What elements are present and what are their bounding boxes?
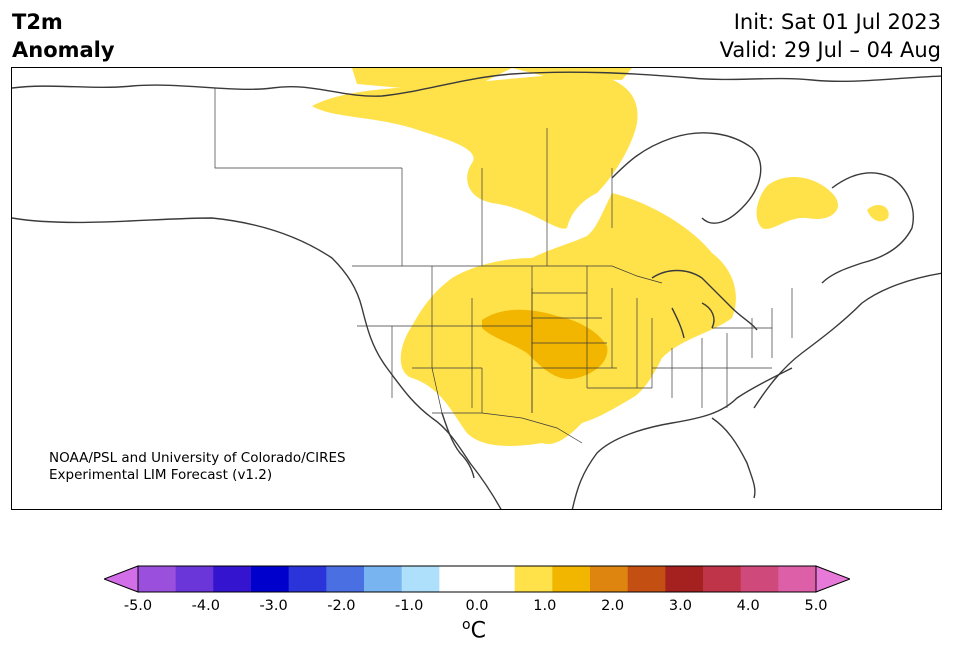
- credit-line2: Experimental LIM Forecast (v1.2): [49, 467, 273, 483]
- coastline-baja: [441, 412, 475, 479]
- anomaly-region-north: [352, 68, 512, 88]
- units-degree: o: [462, 617, 471, 633]
- coastline-great-lakes: [651, 269, 758, 339]
- colorbar-tick-label: 4.0: [736, 598, 760, 614]
- colorbar-tick-label: -4.0: [191, 598, 220, 614]
- anomaly-region-labrador: [867, 204, 889, 222]
- colorbar-cell: [740, 566, 779, 592]
- border-us-states-east: [652, 288, 793, 408]
- colorbar-cell: [175, 566, 214, 592]
- colorbar: [104, 565, 850, 593]
- coastline-labrador: [821, 172, 914, 284]
- colorbar-frame: [137, 565, 817, 593]
- map-title: T2m Anomaly: [12, 8, 115, 64]
- border-canada-provinces: [214, 88, 613, 266]
- colorbar-right-arrow: [815, 565, 850, 593]
- colorbar-tick-label: 2.0: [601, 598, 625, 614]
- credit-line1: NOAA/PSL and University of Colorado/CIRE…: [49, 450, 346, 466]
- coastline-hudson-bay: [611, 132, 762, 224]
- forecast-dates: Init: Sat 01 Jul 2023 Valid: 29 Jul – 04…: [720, 8, 941, 64]
- colorbar-cell: [326, 566, 365, 592]
- colorbar-tick-label: -5.0: [123, 598, 153, 614]
- colorbar-ticks: -5.0 -4.0 -3.0 -2.0 -1.0 0.0 1.0 2.0 3.0 4.0 5.0: [0, 598, 953, 618]
- colorbar-cell: [251, 566, 290, 592]
- colorbar-cell: [778, 566, 817, 592]
- colorbar-cell: [703, 566, 742, 592]
- map-panel: [11, 67, 942, 510]
- anomaly-region-central-plains: [482, 309, 608, 379]
- colorbar-cell: [288, 566, 327, 592]
- colorbar-cell: [590, 566, 629, 592]
- colorbar-cell: [477, 566, 516, 592]
- colorbar-units: oC: [462, 617, 486, 643]
- coastline-florida: [711, 417, 756, 499]
- credit-text: NOAA/PSL and University of Colorado/CIRE…: [49, 450, 346, 484]
- colorbar-tick-label: -2.0: [327, 598, 356, 614]
- colorbar-cell: [627, 566, 666, 592]
- colorbar-tick-label: 5.0: [804, 598, 828, 614]
- border-us-states-central: [531, 266, 653, 413]
- valid-date: Valid: 29 Jul – 04 Aug: [719, 38, 941, 62]
- init-date: Init: Sat 01 Jul 2023: [733, 10, 941, 34]
- coastline-arctic: [12, 71, 941, 97]
- colorbar-tick-label: -1.0: [395, 598, 424, 614]
- anomaly-region-north2: [512, 68, 632, 80]
- colorbar-cell: [665, 566, 704, 592]
- coastline-atlantic: [753, 272, 941, 409]
- colorbar-cell: [439, 566, 478, 592]
- coastline-pacific: [12, 217, 502, 509]
- colorbar-cell: [514, 566, 553, 592]
- colorbar-tick-label: 0.0: [465, 598, 489, 614]
- colorbar-cell: [401, 566, 440, 592]
- anomaly-region-canada: [312, 73, 638, 229]
- colorbar-cell: [213, 566, 252, 592]
- colorbar-tick-label: -3.0: [259, 598, 288, 614]
- colorbar-tick-label: 1.0: [533, 598, 557, 614]
- coastline-gulf: [571, 367, 793, 509]
- anomaly-moderate-warm-layer: [482, 309, 608, 379]
- anomaly-region-quebec: [756, 176, 838, 229]
- map-title-line2: Anomaly: [12, 38, 115, 62]
- colorbar-cells: [138, 566, 817, 592]
- border-us-mexico: [432, 412, 583, 444]
- colorbar-cell: [138, 566, 177, 592]
- map-canvas: [12, 68, 941, 509]
- map-title-line1: T2m: [12, 10, 63, 34]
- borders-layer: [214, 88, 793, 444]
- units-label: C: [470, 618, 486, 644]
- colorbar-tick-label: 3.0: [668, 598, 692, 614]
- anomaly-weak-warm-layer: [312, 68, 889, 446]
- colorbar-cell: [364, 566, 403, 592]
- colorbar-left-arrow: [104, 565, 139, 593]
- coastlines-layer: [12, 71, 941, 509]
- colorbar-cell: [552, 566, 591, 592]
